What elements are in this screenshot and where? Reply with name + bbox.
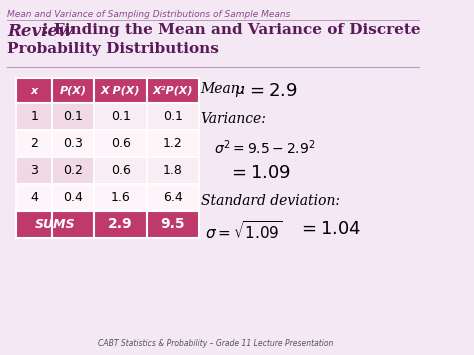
Text: X²P(X): X²P(X): [153, 86, 193, 95]
Bar: [146, 130, 199, 157]
Bar: [52, 211, 94, 238]
Bar: [146, 103, 199, 130]
Text: $= 1.09$: $= 1.09$: [228, 164, 291, 182]
Bar: [146, 211, 199, 238]
Bar: [146, 78, 199, 103]
Text: 0.4: 0.4: [64, 191, 83, 204]
Text: 1.2: 1.2: [163, 137, 182, 150]
Text: Variance:: Variance:: [201, 112, 266, 126]
Text: 0.2: 0.2: [64, 164, 83, 177]
Text: $\mu$: $\mu$: [235, 84, 245, 99]
Text: 0.1: 0.1: [110, 110, 130, 123]
Bar: [94, 157, 146, 184]
Text: 1.6: 1.6: [111, 191, 130, 204]
Bar: [52, 157, 94, 184]
Text: $\sigma^2 = 9.5 - 2.9^2$: $\sigma^2 = 9.5 - 2.9^2$: [214, 138, 316, 157]
Bar: [94, 211, 146, 238]
Text: $= 2.9$: $= 2.9$: [246, 82, 297, 100]
Text: Mean and Variance of Sampling Distributions of Sample Means: Mean and Variance of Sampling Distributi…: [7, 10, 291, 19]
Bar: [16, 211, 52, 238]
Bar: [16, 130, 52, 157]
Text: 1.8: 1.8: [163, 164, 182, 177]
Text: 6.4: 6.4: [163, 191, 182, 204]
Text: 4: 4: [30, 191, 38, 204]
Text: 1: 1: [30, 110, 38, 123]
Bar: [52, 184, 94, 211]
Text: 0.1: 0.1: [163, 110, 182, 123]
Text: 0.6: 0.6: [110, 164, 130, 177]
Text: 9.5: 9.5: [161, 218, 185, 231]
Bar: [52, 130, 94, 157]
Text: Probability Distributions: Probability Distributions: [7, 42, 219, 56]
Bar: [146, 157, 199, 184]
Text: P(X): P(X): [60, 86, 87, 95]
Bar: [94, 78, 146, 103]
Text: 0.3: 0.3: [64, 137, 83, 150]
Bar: [94, 103, 146, 130]
Text: 0.6: 0.6: [110, 137, 130, 150]
Bar: [16, 157, 52, 184]
Text: x: x: [31, 86, 38, 95]
Text: 2: 2: [30, 137, 38, 150]
Bar: [16, 78, 52, 103]
Bar: [94, 130, 146, 157]
Bar: [94, 184, 146, 211]
Text: Review: Review: [7, 23, 73, 40]
Bar: [16, 103, 52, 130]
Text: CABT Statistics & Probability – Grade 11 Lecture Presentation: CABT Statistics & Probability – Grade 11…: [98, 339, 333, 348]
Bar: [16, 184, 52, 211]
Text: 3: 3: [30, 164, 38, 177]
Text: $\sigma = \sqrt{1.09}$: $\sigma = \sqrt{1.09}$: [205, 220, 283, 242]
Bar: [52, 103, 94, 130]
Text: 2.9: 2.9: [108, 218, 133, 231]
Text: $= 1.04$: $= 1.04$: [298, 220, 361, 238]
Bar: [146, 184, 199, 211]
Text: Standard deviation:: Standard deviation:: [201, 194, 340, 208]
Text: 0.1: 0.1: [64, 110, 83, 123]
Bar: [52, 78, 94, 103]
Text: X P(X): X P(X): [101, 86, 140, 95]
Text: : Finding the Mean and Variance of Discrete: : Finding the Mean and Variance of Discr…: [43, 23, 421, 37]
Text: Mean:: Mean:: [201, 82, 249, 96]
Text: SUMS: SUMS: [35, 218, 76, 231]
